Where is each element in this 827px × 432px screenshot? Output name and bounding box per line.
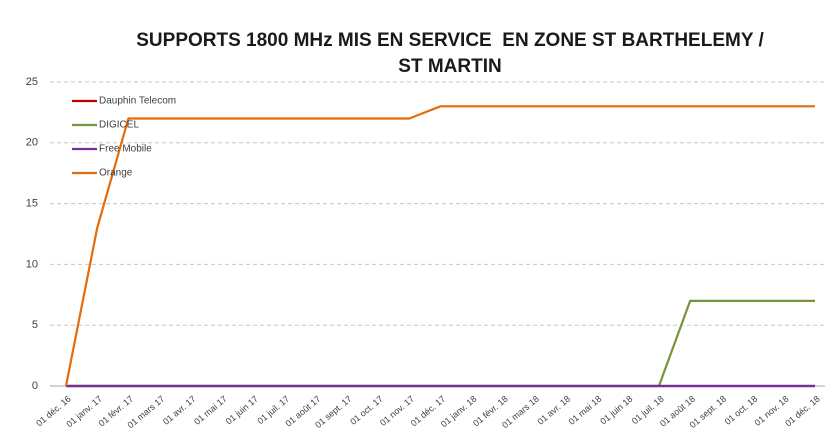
x-tick-label: 01 avr. 17 — [161, 394, 198, 427]
legend-label: Free Mobile — [99, 144, 152, 155]
x-tick-label: 01 mai 17 — [192, 394, 229, 427]
y-tick-label: 10 — [26, 258, 38, 270]
x-tick-label: 01 mai 18 — [567, 394, 604, 427]
x-tick-label: 01 avr. 18 — [535, 394, 572, 427]
y-tick-label: 5 — [32, 319, 38, 331]
legend-label: DIGICEL — [99, 120, 139, 131]
legend-label: Orange — [99, 168, 133, 179]
x-tick-label: 01 juin 18 — [598, 394, 634, 427]
legend-label: Dauphin Telecom — [99, 96, 176, 107]
series-line — [66, 299, 815, 388]
y-tick-label: 15 — [26, 198, 38, 210]
chart-title: SUPPORTS 1800 MHz MIS EN SERVICE EN ZONE… — [136, 30, 770, 77]
x-tick-label: 01 juin 17 — [224, 394, 260, 427]
y-tick-label: 20 — [26, 137, 38, 149]
y-tick-label: 0 — [32, 380, 38, 392]
y-tick-label: 25 — [26, 76, 38, 88]
x-tick-label: 01 déc. 18 — [783, 394, 822, 429]
series-line — [64, 105, 815, 387]
